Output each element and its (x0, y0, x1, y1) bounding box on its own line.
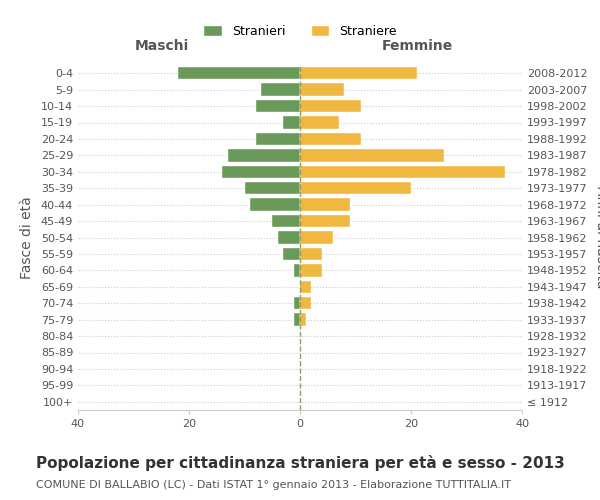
Bar (300, 314, 305, 326)
Y-axis label: Fasce di età: Fasce di età (20, 196, 34, 279)
Bar (300, 215, 350, 227)
Bar (222, 166, 300, 178)
Bar (250, 198, 300, 211)
Bar (300, 232, 334, 243)
Bar (300, 248, 322, 260)
Bar (300, 133, 361, 145)
Bar (272, 215, 300, 227)
Text: Maschi: Maschi (135, 38, 189, 52)
Text: Femmine: Femmine (382, 38, 452, 52)
Bar (300, 166, 505, 178)
Bar (256, 133, 300, 145)
Bar (300, 67, 416, 80)
Bar (178, 67, 300, 80)
Bar (300, 116, 339, 128)
Bar (283, 248, 300, 260)
Bar (300, 100, 361, 112)
Text: Popolazione per cittadinanza straniera per età e sesso - 2013: Popolazione per cittadinanza straniera p… (36, 455, 565, 471)
Bar (245, 182, 300, 194)
Bar (300, 198, 350, 211)
Bar (261, 84, 300, 96)
Bar (300, 264, 322, 276)
Legend: Stranieri, Straniere: Stranieri, Straniere (198, 20, 402, 43)
Bar (300, 149, 444, 162)
Bar (300, 84, 344, 96)
Bar (283, 116, 300, 128)
Bar (300, 280, 311, 293)
Bar (256, 100, 300, 112)
Text: COMUNE DI BALLABIO (LC) - Dati ISTAT 1° gennaio 2013 - Elaborazione TUTTITALIA.I: COMUNE DI BALLABIO (LC) - Dati ISTAT 1° … (36, 480, 511, 490)
Bar (295, 264, 300, 276)
Bar (295, 314, 300, 326)
Y-axis label: Anni di nascita: Anni di nascita (595, 186, 600, 289)
Bar (228, 149, 300, 162)
Bar (295, 297, 300, 310)
Bar (300, 297, 311, 310)
Bar (278, 232, 300, 243)
Bar (300, 182, 411, 194)
